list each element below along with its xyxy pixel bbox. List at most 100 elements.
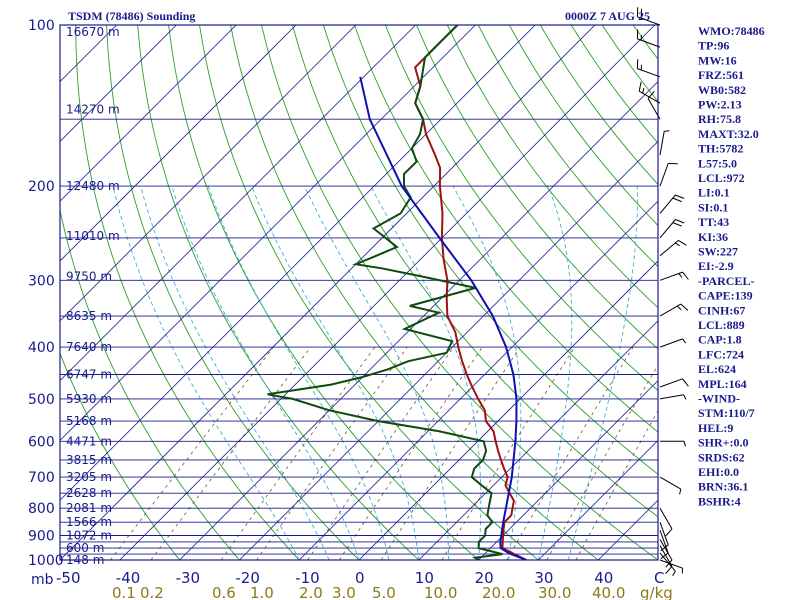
height-label: 600 m <box>66 541 104 555</box>
index-item: CAPE:139 <box>698 289 753 303</box>
height-label: 1072 m <box>66 529 112 543</box>
pressure-tick-label: 700 <box>28 470 55 486</box>
mixing-ratio-label: 2.0 <box>299 584 323 600</box>
mixing-ratio-label: 1.0 <box>250 584 274 600</box>
temperature-tick-label: -30 <box>176 569 201 587</box>
wind-barb <box>659 539 673 568</box>
moist-adiabat <box>567 186 638 560</box>
dry-adiabat <box>757 25 800 560</box>
pressure-tick-label: 500 <box>28 392 55 408</box>
dry-adiabat <box>292 25 658 518</box>
mixing-ratio-line <box>256 346 408 560</box>
isotherm-line <box>60 25 177 142</box>
index-item: TH:5782 <box>698 142 743 156</box>
pressure-tick-label: 800 <box>28 501 55 517</box>
mixing-ratio-line <box>307 346 454 560</box>
pressure-tick-label: 600 <box>28 434 55 450</box>
wind-barb <box>659 219 685 239</box>
mixing-ratio-label: 30.0 <box>538 584 571 600</box>
height-label: 11010 m <box>66 229 120 243</box>
isotherm-line <box>60 25 357 322</box>
index-item: KI:36 <box>698 230 728 244</box>
height-label: 8635 m <box>66 309 112 323</box>
temperature-tick-label: 30 <box>534 569 553 587</box>
index-item: SHR+:0.0 <box>698 436 749 450</box>
mixing-ratio-line <box>546 364 658 560</box>
index-item: SRDS:62 <box>698 450 745 464</box>
wind-barb <box>636 59 661 78</box>
index-item: LI:0.1 <box>698 186 730 200</box>
wind-barb <box>659 271 689 281</box>
dewpoint-line <box>267 25 503 560</box>
mixing-ratio-line <box>441 346 576 560</box>
wind-barb <box>660 440 686 447</box>
mixing-ratio-label: g/kg <box>640 584 673 600</box>
index-item: EL:624 <box>698 362 736 376</box>
height-label: 16670 m <box>66 25 120 39</box>
dry-adiabat <box>788 25 800 560</box>
moist-adiabat <box>452 185 522 560</box>
dry-adiabat <box>106 25 360 560</box>
height-label: 3815 m <box>66 453 112 467</box>
chart-subtitle: 0000Z 7 AUG 25 <box>565 9 650 23</box>
dry-adiabat <box>570 25 658 144</box>
temperature-tick-label: 0 <box>355 569 365 587</box>
wind-barb <box>659 338 687 348</box>
temperature-tick-label: -50 <box>56 569 81 587</box>
isotherm-line <box>538 439 658 560</box>
wind-barb <box>636 7 661 26</box>
index-item: MPL:164 <box>698 377 747 391</box>
moist-adiabat <box>112 185 300 560</box>
series-layer <box>267 25 527 560</box>
plot-frame <box>59 24 659 561</box>
index-item: LCL:889 <box>698 318 745 332</box>
index-item: TP:96 <box>698 39 729 53</box>
wind-barb <box>659 552 676 576</box>
isotherm-line <box>60 25 596 560</box>
index-item: WMO:78486 <box>698 24 765 38</box>
index-item: HEL:9 <box>698 421 733 435</box>
index-item: WB0:582 <box>698 83 746 97</box>
temperature-tick-label: 10 <box>415 569 434 587</box>
wind-barb <box>636 29 661 48</box>
isotherm-line <box>478 380 658 560</box>
index-item: PW:2.13 <box>698 98 742 112</box>
index-item: CAP:1.8 <box>698 333 742 347</box>
dry-adiabat <box>199 25 539 560</box>
pressure-tick-label: 200 <box>28 179 55 195</box>
index-item: SI:0.1 <box>698 200 728 214</box>
index-item: TT:43 <box>698 215 729 229</box>
index-item: LFC:724 <box>698 347 744 361</box>
moist-adiabat <box>140 185 330 560</box>
index-item: CINH:67 <box>698 303 745 317</box>
isotherm-line <box>298 200 658 560</box>
indices-panel: WMO:78486TP:96MW:16FRZ:561WB0:582PW:2.13… <box>698 24 765 508</box>
isotherm-line <box>60 25 297 262</box>
height-label: 3205 m <box>66 470 112 484</box>
mixing-ratio-label: 3.0 <box>332 584 356 600</box>
grid-layer <box>60 25 800 560</box>
parcel-line <box>359 76 527 560</box>
wind-barb <box>659 559 684 574</box>
height-label: 4471 m <box>66 434 112 448</box>
index-item: L57:5.0 <box>698 156 737 170</box>
isotherm-line <box>60 25 416 382</box>
height-label: 6747 m <box>66 368 112 382</box>
temperature-tick-label: -20 <box>235 569 260 587</box>
isotherm-line <box>60 25 536 501</box>
wind-barb <box>659 378 689 388</box>
moist-adiabat <box>370 185 482 560</box>
moist-adiabat <box>251 185 420 560</box>
isotherm-line <box>119 25 656 560</box>
wind-barb <box>638 81 661 104</box>
height-label: 5168 m <box>66 414 112 428</box>
mixing-ratio-line <box>150 346 312 560</box>
pressure-tick-label: 1000 <box>28 553 64 569</box>
temperature-line <box>413 25 527 560</box>
wind-barb <box>659 130 670 156</box>
wind-barb <box>659 303 689 317</box>
mixing-ratio-label: 5.0 <box>372 584 396 600</box>
wind-barbs-layer <box>636 7 689 576</box>
